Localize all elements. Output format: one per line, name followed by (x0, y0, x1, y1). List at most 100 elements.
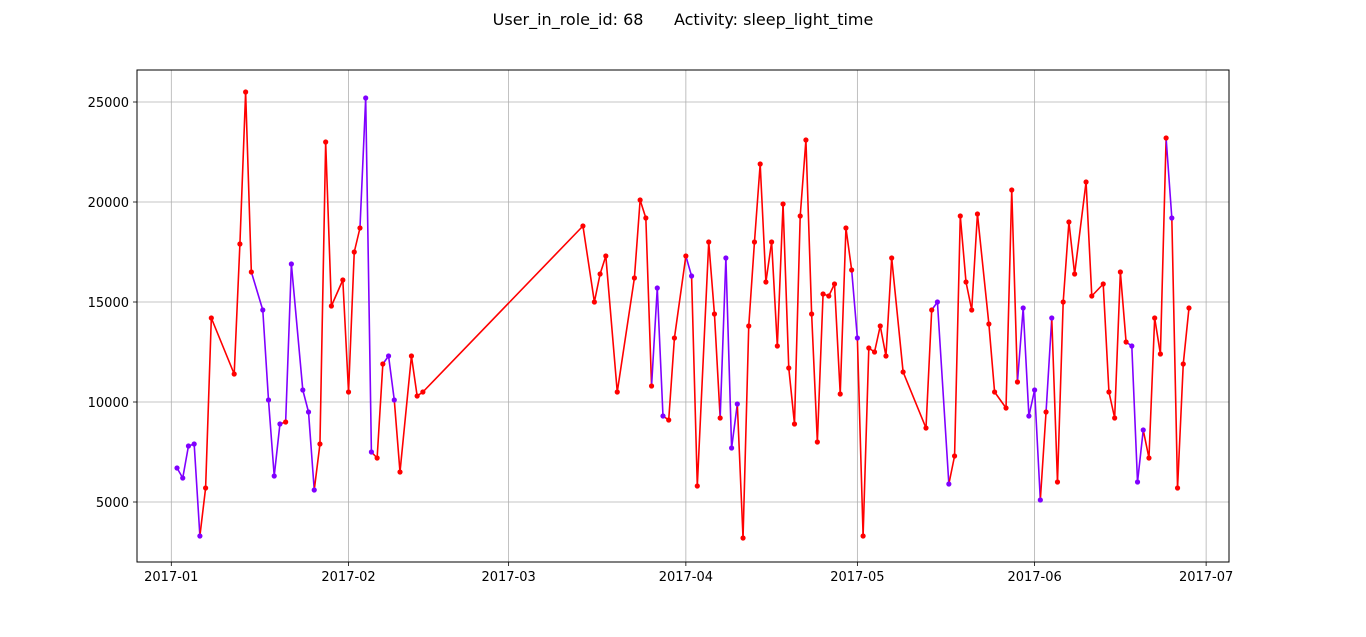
data-point (1083, 179, 1089, 185)
data-point (1157, 351, 1163, 357)
data-point (740, 535, 746, 541)
line-segment (250, 271, 264, 311)
line-segment (302, 389, 310, 413)
line-segment (307, 411, 316, 491)
data-point (328, 303, 334, 309)
data-point (340, 277, 346, 283)
line-segment (210, 317, 235, 375)
data-point (780, 201, 786, 207)
data-point (368, 449, 375, 455)
x-tick-label: 2017-02 (321, 570, 375, 585)
data-point (934, 299, 941, 305)
data-point (688, 273, 695, 279)
data-point (746, 323, 752, 329)
line-segment (1010, 189, 1019, 383)
line-segment (782, 203, 790, 369)
data-point (974, 211, 981, 217)
line-segment (799, 139, 807, 217)
data-point (694, 483, 700, 489)
line-segment (948, 455, 956, 485)
data-point (803, 137, 809, 143)
line-segment (673, 255, 687, 339)
data-point (1020, 305, 1026, 311)
x-tick-label: 2017-07 (1179, 570, 1233, 585)
line-segment (988, 323, 996, 393)
x-tick-label: 2017-01 (144, 570, 198, 585)
data-point (380, 361, 386, 367)
line-segment (347, 251, 356, 393)
line-segment (199, 487, 207, 537)
line-segment (330, 279, 344, 307)
data-point (1112, 415, 1118, 421)
line-segment (885, 257, 893, 357)
data-point (1163, 135, 1169, 141)
data-point (1054, 479, 1061, 485)
line-segment (810, 313, 819, 443)
data-point (631, 275, 638, 281)
line-segment (765, 241, 773, 283)
data-point (814, 439, 820, 445)
plot-frame (136, 69, 1230, 563)
data-point (1089, 293, 1095, 299)
line-segment (1033, 389, 1042, 501)
data-point (860, 533, 866, 539)
data-point (757, 161, 763, 167)
line-segment (1056, 301, 1064, 483)
data-point (843, 225, 849, 231)
line-segment (387, 355, 396, 401)
line-segment (873, 325, 882, 353)
line-segment (650, 287, 659, 387)
data-point (1134, 479, 1141, 485)
line-segment (1028, 389, 1036, 417)
line-segment (753, 163, 761, 243)
data-point (1049, 315, 1055, 321)
data-point (185, 443, 192, 449)
data-point (174, 465, 180, 471)
line-segment (1022, 307, 1030, 417)
data-point (946, 481, 952, 487)
data-point (706, 239, 712, 245)
data-point (397, 469, 403, 475)
data-point (991, 389, 998, 395)
data-point (929, 307, 935, 313)
line-segment (639, 199, 647, 219)
data-point (597, 271, 603, 277)
data-point (1043, 409, 1049, 415)
line-segment (856, 337, 864, 537)
data-point (751, 239, 758, 245)
chart-title: User_in_role_id: 68 Activity: sleep_ligh… (492, 10, 874, 29)
data-point (1129, 343, 1135, 349)
x-tick-label: 2017-05 (830, 570, 884, 585)
data-point (831, 281, 838, 287)
line-segment (976, 213, 990, 325)
data-point (248, 269, 254, 275)
line-segment (422, 225, 584, 393)
data-point (180, 475, 186, 481)
data-point (957, 213, 963, 219)
data-point (1014, 379, 1021, 385)
line-segment (730, 403, 739, 449)
line-segment (993, 391, 1007, 409)
data-point (345, 389, 352, 395)
data-point (311, 487, 317, 493)
data-point (408, 353, 415, 359)
line-segment (1068, 221, 1076, 275)
line-segment (239, 91, 247, 245)
data-point (854, 335, 860, 341)
data-point (265, 397, 272, 403)
data-point (797, 213, 803, 219)
line-segment (645, 217, 653, 387)
data-point (1060, 299, 1066, 305)
data-point (277, 421, 283, 427)
line-segment (181, 445, 190, 479)
line-segment (787, 367, 796, 425)
line-segment (1073, 181, 1087, 275)
line-segment (845, 227, 853, 271)
line-segment (890, 257, 904, 373)
axis-ticks: 2017-01 2017-02 2017-03 2017-04 2017-05 2017-… (88, 96, 1234, 585)
line-segment (1113, 271, 1122, 419)
data-point (420, 389, 426, 395)
data-point (791, 421, 798, 427)
line-segment (599, 255, 607, 275)
